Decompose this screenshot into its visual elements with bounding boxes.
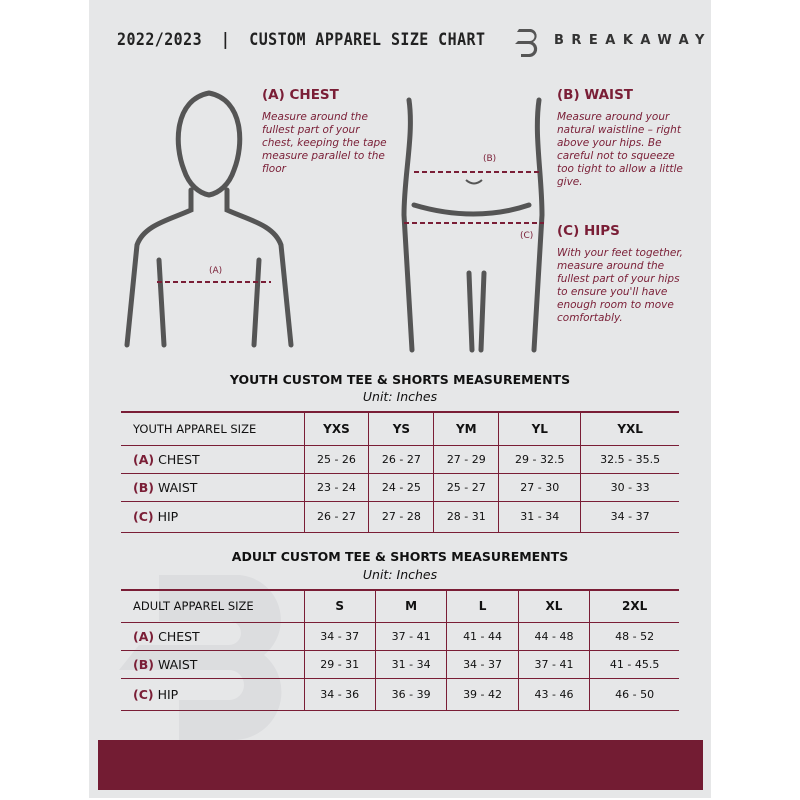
row-label: (B) WAIST xyxy=(121,473,304,501)
header-cell: XL xyxy=(517,590,590,622)
header-cell: YXL xyxy=(580,412,679,445)
header-cell: YM xyxy=(433,412,499,445)
header-cell: YXS xyxy=(303,412,369,445)
row-tag: (B) xyxy=(133,656,154,672)
adult-size-table: ADULT APPAREL SIZE S M L XL 2XL (A) CHES… xyxy=(121,589,679,711)
cell: 41 - 45.5 xyxy=(589,650,679,678)
cell: 36 - 39 xyxy=(374,678,447,710)
row-label-text: HIP xyxy=(157,686,179,702)
cell: 31 - 34 xyxy=(498,501,581,532)
row-label: (A) CHEST xyxy=(121,622,304,650)
row-label-text: CHEST xyxy=(158,628,200,644)
row-tag: (C) xyxy=(133,509,154,524)
header-cell: YS xyxy=(368,412,434,445)
chest-marker: (A) xyxy=(209,266,223,276)
header-cell: L xyxy=(446,590,519,622)
row-label-text: WAIST xyxy=(157,656,198,672)
cell: 27 - 30 xyxy=(498,473,581,501)
cell: 25 - 27 xyxy=(433,473,499,501)
chest-figure-illustration xyxy=(124,90,294,348)
adult-section-title: ADULT CUSTOM TEE & SHORTS MEASUREMENTS xyxy=(231,549,569,564)
cell: 26 - 27 xyxy=(368,445,434,473)
table-row: (B) WAIST 29 - 31 31 - 34 34 - 37 37 - 41 41 … xyxy=(121,650,679,678)
row-label-text: CHEST xyxy=(158,451,200,467)
cell: 24 - 25 xyxy=(368,473,434,501)
cell: 34 - 37 xyxy=(580,501,679,532)
youth-section-title: YOUTH CUSTOM TEE & SHORTS MEASUREMENTS xyxy=(229,372,571,387)
adult-unit: Unit: Inches xyxy=(362,567,438,582)
youth-size-table: YOUTH APPAREL SIZE YXS YS YM YL YXL (A) … xyxy=(121,411,679,533)
cell: 46 - 50 xyxy=(589,678,679,710)
waist-marker: (B) xyxy=(483,154,497,164)
cell: 23 - 24 xyxy=(303,473,369,501)
table-header-row: YOUTH APPAREL SIZE YXS YS YM YL YXL xyxy=(121,412,679,445)
row-label-text: WAIST xyxy=(157,479,198,495)
size-chart-page: 2022/2023 | CUSTOM APPAREL SIZE CHART BR… xyxy=(89,0,711,798)
hips-heading: (C) HIPS xyxy=(557,223,620,239)
hips-description: With your feet together, measure around … xyxy=(557,247,684,324)
cell: 29 - 32.5 xyxy=(498,445,581,473)
youth-unit: Unit: Inches xyxy=(362,389,438,404)
waist-hips-figure-illustration xyxy=(401,97,545,353)
header-cell: M xyxy=(374,590,447,622)
cell: 27 - 29 xyxy=(433,445,499,473)
header-cell: YL xyxy=(498,412,581,445)
cell: 30 - 33 xyxy=(580,473,679,501)
cell: 39 - 42 xyxy=(446,678,519,710)
table-row: (C) HIP 34 - 36 36 - 39 39 - 42 43 - 46 46 - … xyxy=(121,678,679,710)
chest-heading: (A) CHEST xyxy=(262,87,339,103)
row-label-text: HIP xyxy=(157,509,179,524)
table-row: (A) CHEST 25 - 26 26 - 27 27 - 29 29 - 32.5 3… xyxy=(121,445,679,473)
chest-description: Measure around the fullest part of your … xyxy=(262,111,387,175)
footer-band xyxy=(98,740,703,790)
cell: 32.5 - 35.5 xyxy=(580,445,679,473)
waist-heading: (B) WAIST xyxy=(557,87,634,103)
watermark-logo-icon xyxy=(119,575,282,740)
cell: 34 - 37 xyxy=(446,650,519,678)
cell: 26 - 27 xyxy=(303,501,369,532)
cell: 29 - 31 xyxy=(303,650,376,678)
table-row: (C) HIP 26 - 27 27 - 28 28 - 31 31 - 34 34 - … xyxy=(121,501,679,532)
cell: 31 - 34 xyxy=(374,650,447,678)
row-label: (A) CHEST xyxy=(121,445,304,473)
cell: 34 - 36 xyxy=(303,678,376,710)
row-label: (B) WAIST xyxy=(121,650,304,678)
header-cell: YOUTH APPAREL SIZE xyxy=(133,421,257,436)
cell: 25 - 26 xyxy=(303,445,369,473)
breakaway-logo-icon xyxy=(515,29,538,57)
cell: 37 - 41 xyxy=(374,622,447,650)
cell: 34 - 37 xyxy=(303,622,376,650)
hips-marker: (C) xyxy=(520,231,534,241)
header-cell: 2XL xyxy=(589,590,679,622)
cell: 41 - 44 xyxy=(446,622,519,650)
brand-name: BREAKAWAY xyxy=(554,33,711,48)
cell: 44 - 48 xyxy=(517,622,590,650)
row-tag: (A) xyxy=(133,628,155,644)
cell: 27 - 28 xyxy=(368,501,434,532)
header-cell: ADULT APPAREL SIZE xyxy=(133,599,254,614)
cell: 37 - 41 xyxy=(517,650,590,678)
row-tag: (C) xyxy=(133,686,154,702)
row-label: (C) HIP xyxy=(121,501,304,532)
header-cell: S xyxy=(303,590,376,622)
row-tag: (B) xyxy=(133,479,154,495)
row-tag: (A) xyxy=(133,451,155,467)
waist-description: Measure around your natural waistline – … xyxy=(557,111,683,188)
table-row: (A) CHEST 34 - 37 37 - 41 41 - 44 44 - 48 48 … xyxy=(121,622,679,650)
table-row: (B) WAIST 23 - 24 24 - 25 25 - 27 27 - 30 30 … xyxy=(121,473,679,501)
cell: 48 - 52 xyxy=(589,622,679,650)
cell: 43 - 46 xyxy=(517,678,590,710)
table-header-row: ADULT APPAREL SIZE S M L XL 2XL xyxy=(121,590,679,622)
page-title: 2022/2023 | CUSTOM APPAREL SIZE CHART xyxy=(117,30,486,50)
row-label: (C) HIP xyxy=(121,678,304,710)
cell: 28 - 31 xyxy=(433,501,499,532)
